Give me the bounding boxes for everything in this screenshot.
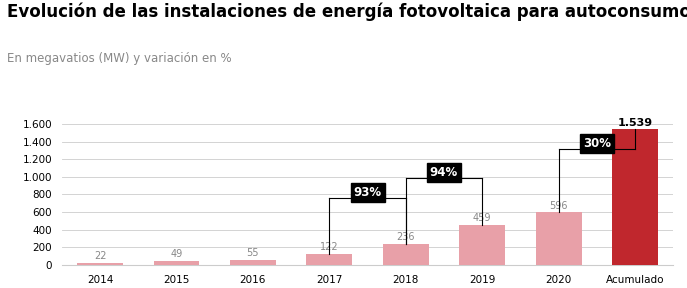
Bar <box>77 263 123 265</box>
Text: Evolución de las instalaciones de energía fotovoltaica para autoconsumo: Evolución de las instalaciones de energí… <box>7 3 687 21</box>
Bar <box>612 129 658 265</box>
Bar <box>459 225 505 265</box>
Text: 30%: 30% <box>583 137 611 150</box>
Text: 22: 22 <box>94 251 106 261</box>
Text: 236: 236 <box>396 232 415 242</box>
Text: 93%: 93% <box>354 186 381 199</box>
Text: 122: 122 <box>320 242 339 253</box>
Text: 55: 55 <box>247 248 259 258</box>
Bar <box>306 254 352 265</box>
Text: 459: 459 <box>473 213 491 223</box>
Text: 596: 596 <box>550 201 568 211</box>
Bar <box>230 260 275 265</box>
Text: En megavatios (MW) y variación en %: En megavatios (MW) y variación en % <box>7 52 232 65</box>
Text: 49: 49 <box>170 249 183 259</box>
Bar <box>536 213 581 265</box>
Text: 1.539: 1.539 <box>618 118 653 128</box>
Bar <box>154 261 199 265</box>
Text: 94%: 94% <box>430 166 458 179</box>
Bar <box>383 244 429 265</box>
